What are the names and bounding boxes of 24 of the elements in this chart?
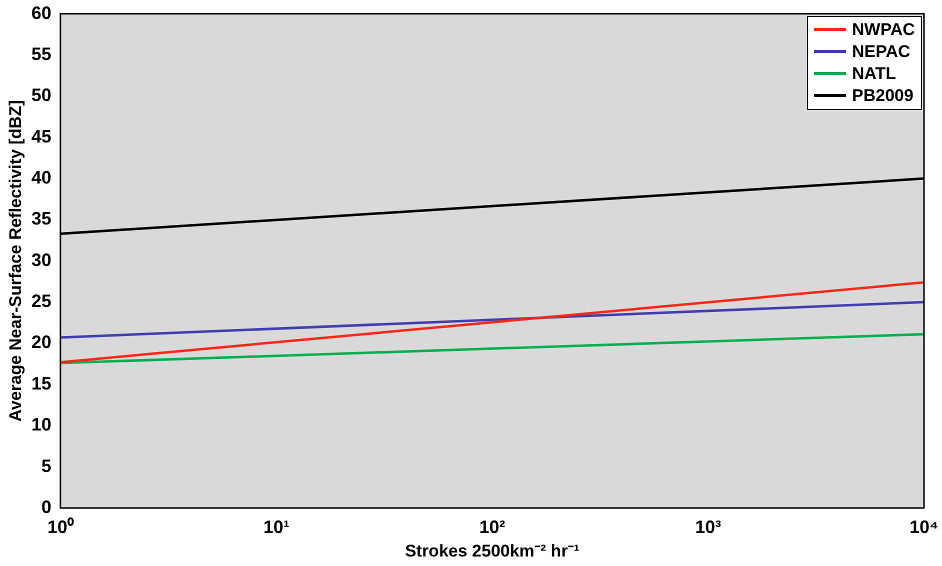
y-tick-label: 15 <box>31 373 52 394</box>
y-tick-label: 50 <box>31 85 52 106</box>
legend-label: NEPAC <box>852 40 910 63</box>
x-tick-label: 10⁴ <box>910 516 938 537</box>
legend-label: NWPAC <box>852 18 915 41</box>
legend-label: NATL <box>852 62 896 85</box>
y-tick-label: 20 <box>31 332 52 352</box>
x-tick-label: 10³ <box>695 516 722 537</box>
y-tick-label: 10 <box>31 414 52 435</box>
y-tick-label: 40 <box>31 168 52 188</box>
y-axis-title: Average Near-Surface Reflectivity [dBZ] <box>6 100 25 422</box>
y-tick-label: 5 <box>41 456 52 476</box>
x-tick-label: 10² <box>479 516 506 537</box>
legend-label: PB2009 <box>852 84 914 107</box>
x-tick-label: 10⁰ <box>47 516 74 537</box>
y-tick-label: 55 <box>31 44 52 64</box>
y-tick-label: 25 <box>31 291 52 312</box>
x-axis-title: Strokes 2500km⁻² hr⁻¹ <box>404 541 580 560</box>
y-tick-label: 60 <box>31 2 52 23</box>
y-tick-label: 0 <box>41 496 52 517</box>
x-tick-label: 10¹ <box>263 516 290 537</box>
y-tick-label: 45 <box>31 126 52 146</box>
y-tick-label: 30 <box>31 250 52 270</box>
y-tick-label: 35 <box>31 208 52 229</box>
